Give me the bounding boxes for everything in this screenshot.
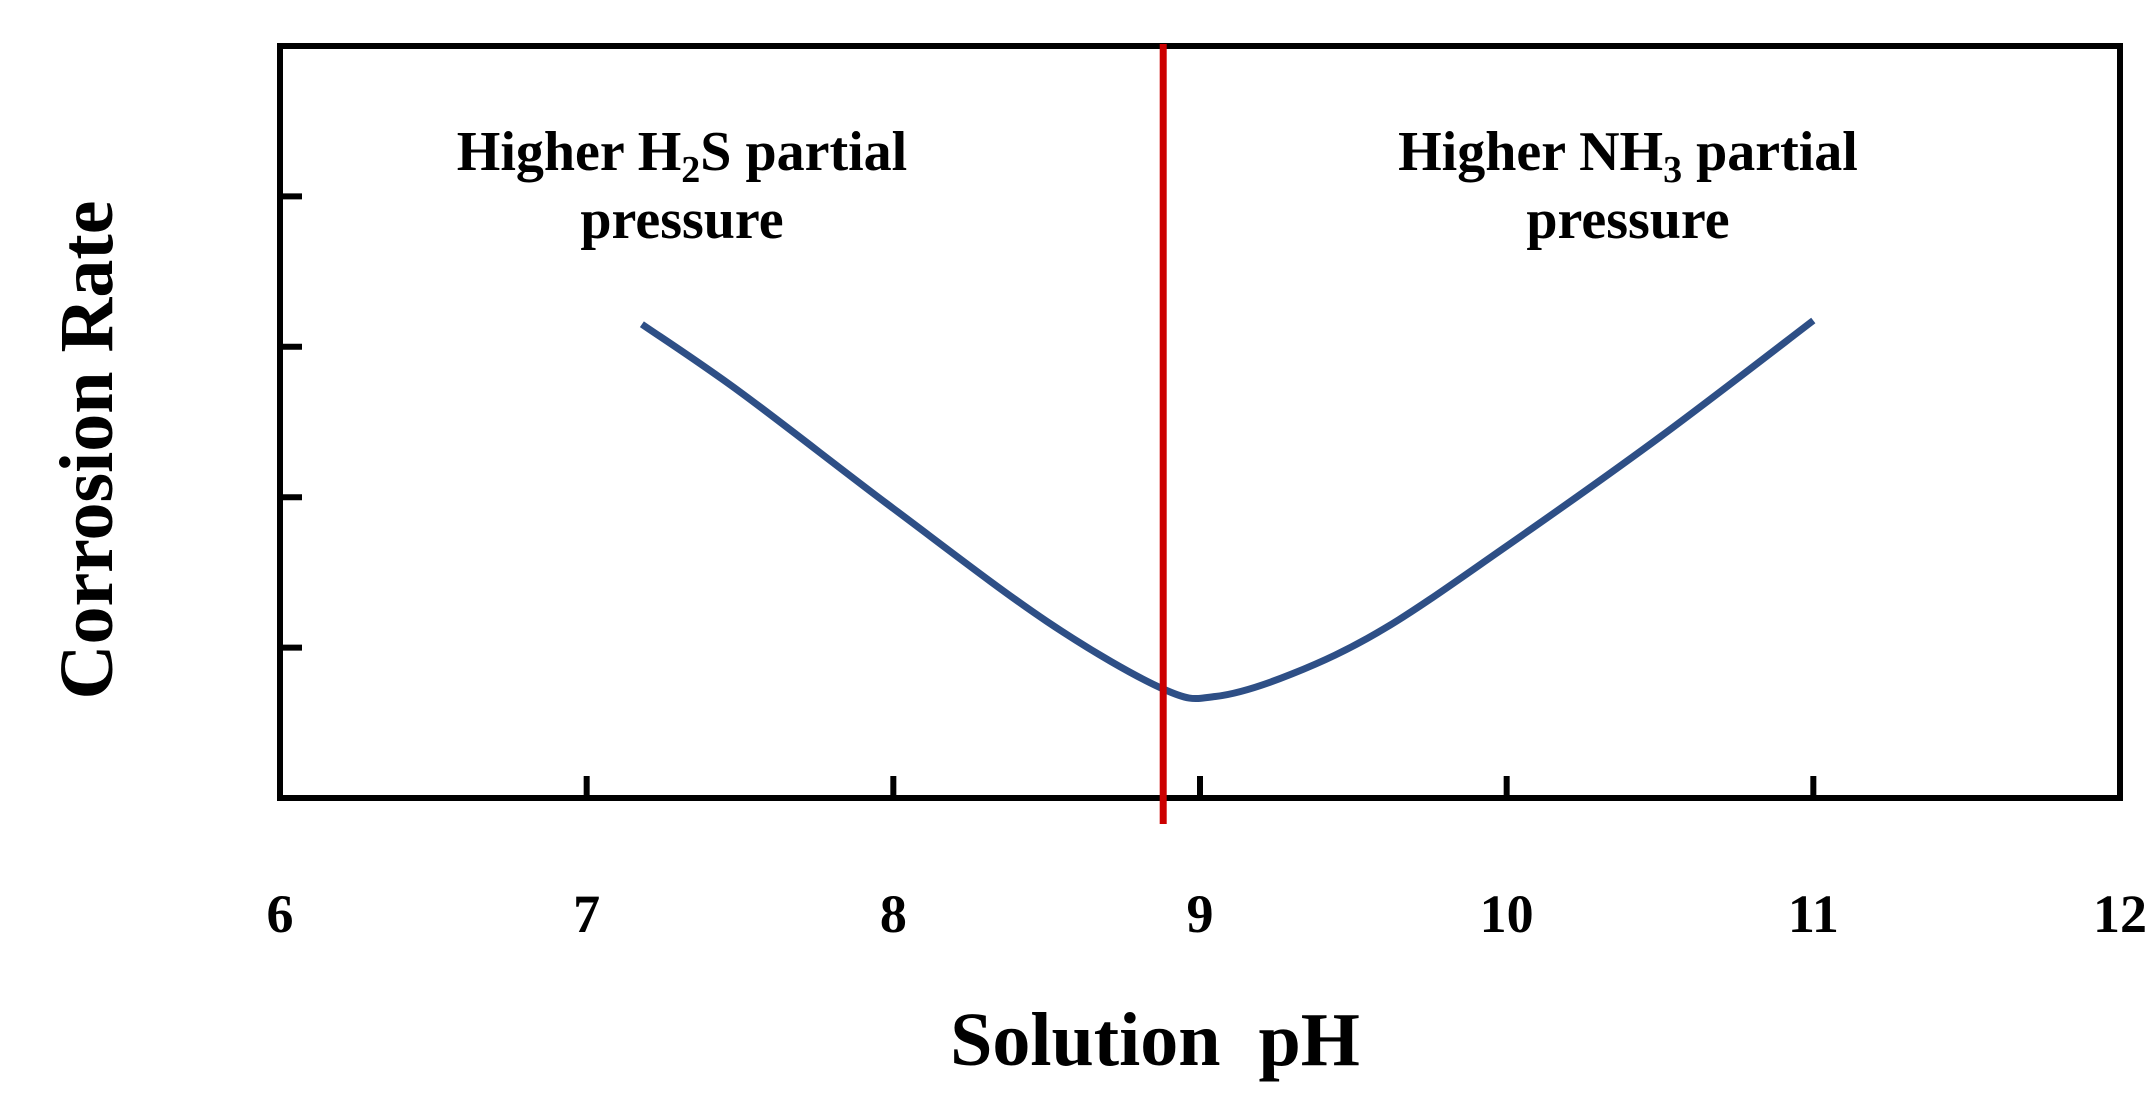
annotation-right-line1: Higher NH3 partial xyxy=(1398,121,1858,191)
annotation-right-suffix: partial xyxy=(1682,121,1858,183)
annotation-left-line1: Higher H2S partial xyxy=(457,121,907,191)
x-tick-label-10: 10 xyxy=(1480,884,1534,944)
annotation-left-subscript: 2 xyxy=(681,149,700,191)
annotation-left-prefix: Higher H xyxy=(457,121,682,183)
x-tick-label-9: 9 xyxy=(1187,884,1214,944)
annotation-left-suffix: S partial xyxy=(700,121,907,183)
y-axis-label: Corrosion Rate xyxy=(45,201,129,700)
x-tick-label-8: 8 xyxy=(880,884,907,944)
x-axis-tick-labels: 6 7 8 9 10 11 12 xyxy=(267,884,2148,944)
x-tick-label-11: 11 xyxy=(1788,884,1839,944)
corrosion-rate-curve xyxy=(639,317,1816,703)
annotation-left-line2: pressure xyxy=(580,189,783,251)
annotation-right-line2: pressure xyxy=(1526,189,1729,251)
annotation-right-prefix: Higher NH xyxy=(1398,121,1663,183)
x-tick-label-6: 6 xyxy=(267,884,294,944)
x-axis-label: Solution pH xyxy=(950,998,1360,1082)
x-axis-ticks xyxy=(583,776,1817,798)
annotation-right-subscript: 3 xyxy=(1663,149,1682,191)
x-tick-label-7: 7 xyxy=(573,884,600,944)
x-tick-label-12: 12 xyxy=(2093,884,2147,944)
y-axis-ticks xyxy=(280,193,302,651)
